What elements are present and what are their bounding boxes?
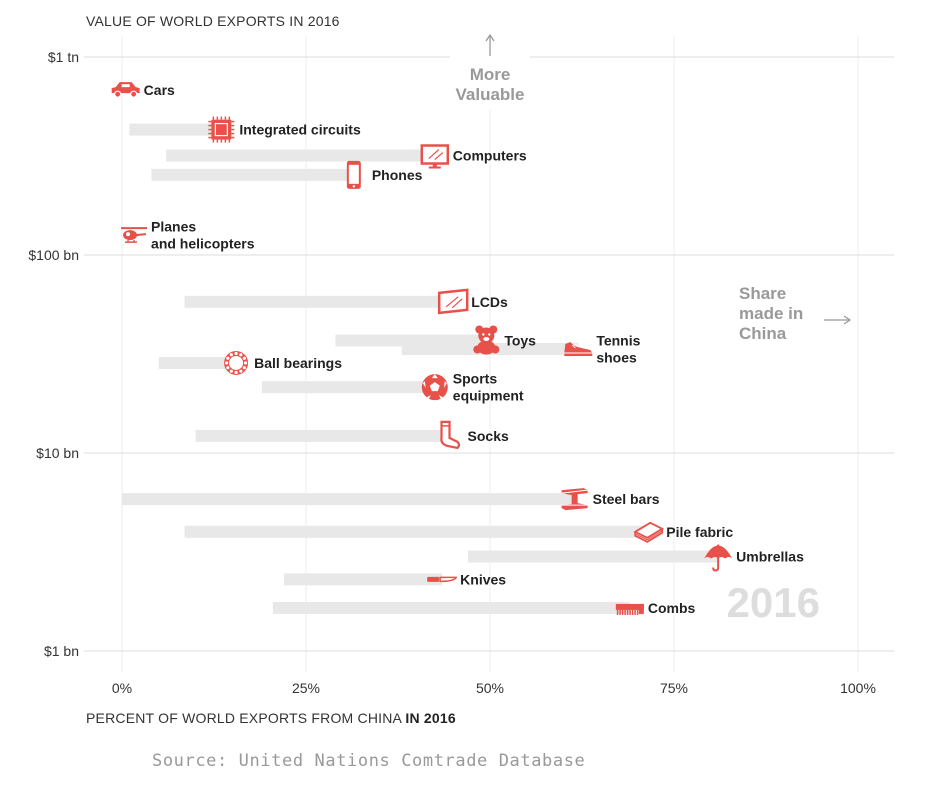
trail-umbrellas <box>467 550 719 563</box>
x-tick-label: 0% <box>112 680 132 696</box>
point-label: Toys <box>504 332 536 348</box>
y-tick-label: $100 bn <box>28 247 79 263</box>
point-label: Knives <box>460 571 506 587</box>
knife-icon <box>427 576 458 583</box>
trail-ball-bearings <box>158 356 237 369</box>
source-note: Source: United Nations Comtrade Database <box>152 751 586 771</box>
point-label: Combs <box>648 600 696 616</box>
phone-icon <box>346 160 361 189</box>
point-label: and helicopters <box>151 236 255 252</box>
trail-socks <box>195 429 450 442</box>
trail-computers <box>166 149 435 162</box>
helicopter-icon <box>121 227 148 243</box>
trail-steel-bars <box>122 493 575 506</box>
teddy-bear-icon <box>473 325 500 355</box>
x-tick-label: 75% <box>660 680 688 696</box>
bearing-icon <box>224 350 249 375</box>
y-axis-title: VALUE OF WORLD EXPORTS IN 2016 <box>86 13 340 29</box>
monitor-icon <box>420 144 450 169</box>
x-tick-label: 100% <box>840 680 876 696</box>
point-label: Phones <box>372 167 423 183</box>
trail-integrated-circuits <box>129 123 222 136</box>
trail-lcds <box>184 295 454 308</box>
umbrella-icon <box>704 544 733 572</box>
trails <box>122 123 719 614</box>
x-tick-label: 50% <box>476 680 504 696</box>
point-label: Integrated circuits <box>239 122 361 138</box>
x-tick-label: 25% <box>292 680 320 696</box>
x-axis-title-text: PERCENT OF WORLD EXPORTS FROM CHINA <box>86 710 402 726</box>
point-label: Tennis <box>596 333 640 349</box>
point-label: Sports <box>453 371 498 387</box>
sneaker-icon <box>564 342 593 357</box>
lcd-icon <box>437 288 469 315</box>
x-axis-title-year: IN 2016 <box>405 710 456 726</box>
trail-knives <box>283 573 443 586</box>
trail-combs <box>272 601 630 614</box>
point-label: Pile fabric <box>666 524 733 540</box>
point-label: Steel bars <box>593 491 660 507</box>
annotation-more-valuable: Valuable <box>456 85 525 104</box>
car-icon <box>111 82 140 98</box>
annotation-more-valuable: More <box>470 65 511 84</box>
point-label: LCDs <box>471 294 508 310</box>
sock-icon <box>440 420 461 450</box>
point-label: shoes <box>596 350 637 366</box>
point-label: equipment <box>453 388 524 404</box>
point-label: Cars <box>144 82 175 98</box>
point-label: Planes <box>151 219 196 235</box>
trail-pile-fabric <box>184 525 649 538</box>
fabric-icon <box>633 521 665 543</box>
chip-icon <box>208 116 235 143</box>
annotation-share-china: China <box>739 324 787 343</box>
x-axis-title: PERCENT OF WORLD EXPORTS FROM CHINA IN 2… <box>86 710 456 726</box>
annotation-share-china: Share <box>739 284 786 303</box>
point-label: Socks <box>468 428 509 444</box>
y-tick-label: $1 bn <box>44 643 79 659</box>
grid <box>84 36 894 672</box>
points: Cars Integrated circuits Computers Phones Pl… <box>111 82 804 616</box>
point-label: Computers <box>453 148 527 164</box>
trail-phones <box>151 168 354 181</box>
annotation-share-china: made in <box>739 304 803 323</box>
point-label: Ball bearings <box>254 355 342 371</box>
trail-sports-equipment <box>261 381 435 394</box>
y-tick-label: $1 tn <box>48 49 79 65</box>
up-arrowhead-icon <box>485 33 495 42</box>
soccer-ball-icon <box>421 374 448 401</box>
y-tick-label: $10 bn <box>36 445 79 461</box>
comb-icon <box>615 603 644 615</box>
axis-labels: 0% 25% 50% 75% 100% $1 tn $100 bn $10 bn $1 bn <box>28 49 876 696</box>
steel-beam-icon <box>561 488 588 511</box>
year-watermark: 2016 <box>727 579 820 626</box>
right-arrowhead-icon <box>843 315 852 325</box>
point-label: Umbrellas <box>736 549 804 565</box>
